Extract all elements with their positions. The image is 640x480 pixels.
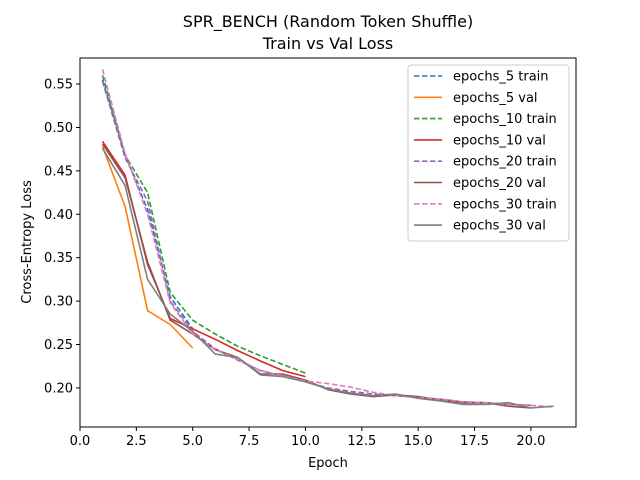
x-tick-label: 17.5 <box>460 434 489 449</box>
legend-label: epochs_10 val <box>453 133 546 148</box>
legend-label: epochs_10 train <box>453 112 557 127</box>
y-axis-label: Cross-Entropy Loss <box>20 180 35 304</box>
series-line-6 <box>101 69 554 408</box>
y-tick-label: 0.55 <box>44 78 73 93</box>
y-tick-label: 0.20 <box>44 381 73 396</box>
y-tick-label: 0.25 <box>44 338 73 353</box>
legend-label: epochs_30 train <box>453 197 557 212</box>
x-tick-label: 15.0 <box>404 434 433 449</box>
legend: epochs_5 train epochs_5 val epochs_10 trai… <box>407 64 570 242</box>
y-tick-label: 0.45 <box>44 164 73 179</box>
x-tick-label: 10.0 <box>291 434 320 449</box>
x-axis-label: Epoch <box>308 456 348 471</box>
y-tick-label: 0.50 <box>44 121 73 136</box>
y-tick-label: 0.30 <box>44 295 73 310</box>
plot-frame <box>79 57 577 428</box>
x-tick-label: 0.0 <box>70 434 91 449</box>
series-lines <box>101 69 554 409</box>
x-axis-ticks: 0.0 2.5 5.0 7.5 10.0 12.5 15.0 17.5 20.0 <box>70 427 545 449</box>
y-axis-ticks: 0.20 0.25 0.30 0.35 0.40 0.45 0.50 0.55 <box>44 78 80 396</box>
x-tick-label: 2.5 <box>126 434 147 449</box>
legend-label: epochs_20 train <box>453 155 557 170</box>
y-tick-label: 0.40 <box>44 208 73 223</box>
x-tick-label: 20.0 <box>516 434 545 449</box>
series-line-7 <box>101 147 554 409</box>
legend-label: epochs_20 val <box>453 176 546 191</box>
legend-box <box>407 64 570 242</box>
chart-subtitle: Train vs Val Loss <box>262 34 394 53</box>
x-tick-label: 5.0 <box>182 434 203 449</box>
series-line-1 <box>101 146 194 349</box>
legend-label: epochs_5 train <box>453 70 549 85</box>
x-tick-label: 12.5 <box>347 434 376 449</box>
series-line-2 <box>101 75 306 374</box>
x-tick-label: 7.5 <box>239 434 260 449</box>
legend-label: epochs_30 val <box>453 219 546 234</box>
y-tick-label: 0.35 <box>44 251 73 266</box>
chart-title: SPR_BENCH (Random Token Shuffle) <box>183 12 473 32</box>
legend-label: epochs_5 val <box>453 91 538 106</box>
